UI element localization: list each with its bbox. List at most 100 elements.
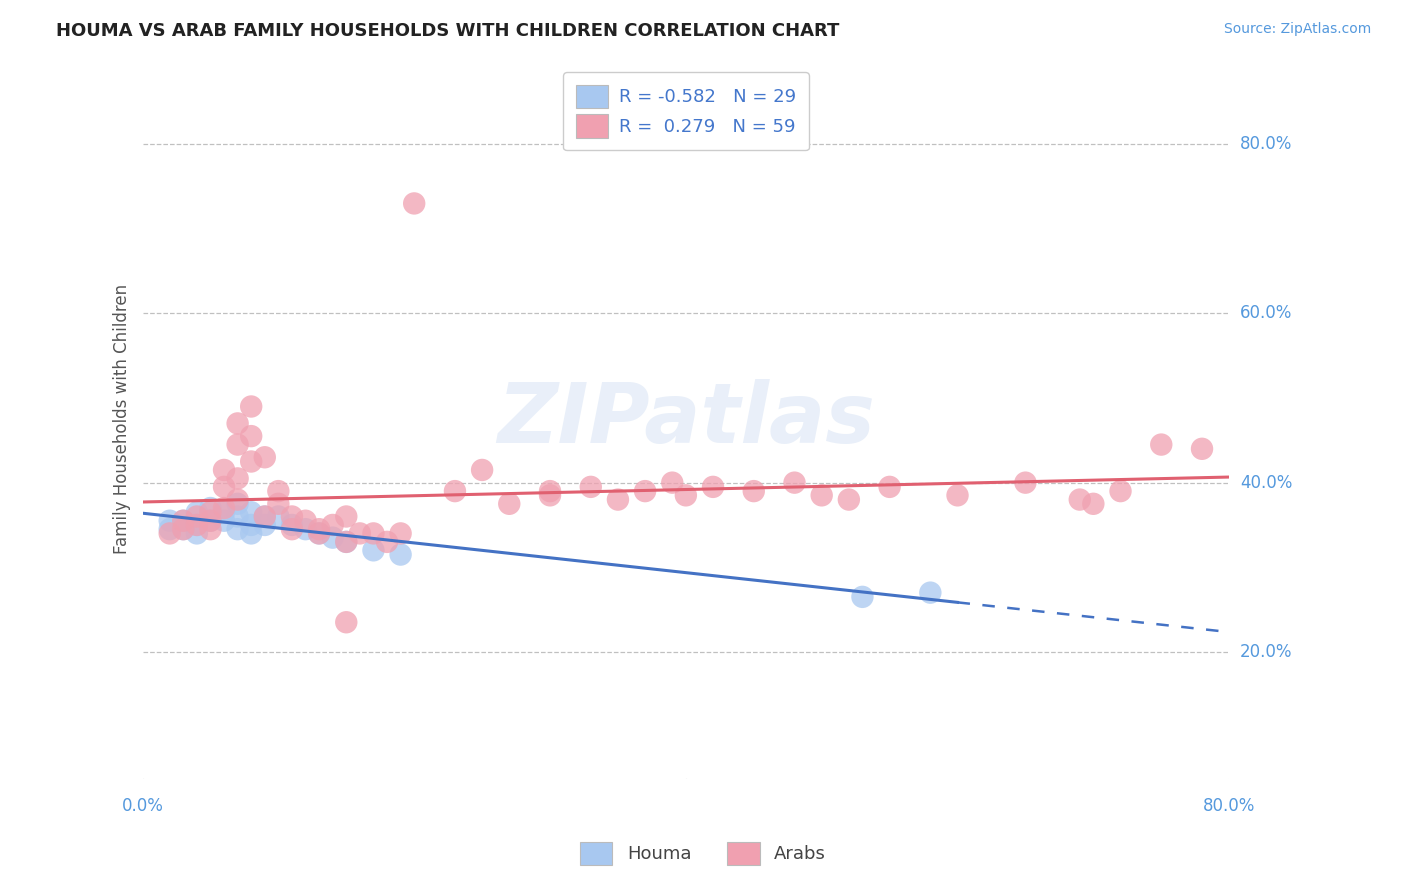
Point [335,534,357,549]
Point [226,509,249,524]
Point [200,505,222,519]
Point [1150,437,1173,451]
Point [253,450,276,465]
Point [226,417,249,431]
Point [294,514,316,528]
Point [335,615,357,630]
Point [226,437,249,451]
Y-axis label: Family Households with Children: Family Households with Children [114,285,131,554]
Point [281,509,304,524]
Point [159,522,181,536]
Point [607,492,630,507]
Text: Source: ZipAtlas.com: Source: ZipAtlas.com [1223,22,1371,37]
Point [363,543,385,558]
Point [634,484,657,499]
Point [1109,484,1132,499]
Point [375,534,398,549]
Point [253,509,276,524]
Text: 60.0%: 60.0% [1240,304,1292,322]
Point [200,514,222,528]
Point [186,518,208,533]
Point [172,514,194,528]
Point [226,522,249,536]
Point [322,518,344,533]
Point [186,505,208,519]
Point [879,480,901,494]
Point [404,196,426,211]
Point [186,526,208,541]
Point [200,514,222,528]
Point [240,518,263,533]
Point [226,471,249,485]
Point [294,522,316,536]
Point [212,480,235,494]
Point [389,526,412,541]
Point [159,514,181,528]
Legend: R = -0.582   N = 29, R =  0.279   N = 59: R = -0.582 N = 29, R = 0.279 N = 59 [562,72,808,150]
Point [1014,475,1036,490]
Point [471,463,494,477]
Point [308,526,330,541]
Point [267,509,290,524]
Point [538,488,561,502]
Point [267,484,290,499]
Point [702,480,724,494]
Point [212,514,235,528]
Point [1069,492,1091,507]
Point [159,526,181,541]
Point [172,522,194,536]
Text: ZIPatlas: ZIPatlas [496,379,875,459]
Point [335,534,357,549]
Point [240,505,263,519]
Point [240,526,263,541]
Point [253,518,276,533]
Point [444,484,467,499]
Point [1191,442,1213,456]
Point [661,475,683,490]
Point [742,484,765,499]
Point [281,522,304,536]
Point [675,488,697,502]
Text: 40.0%: 40.0% [1240,474,1292,491]
Point [349,526,371,541]
Point [186,509,208,524]
Text: HOUMA VS ARAB FAMILY HOUSEHOLDS WITH CHILDREN CORRELATION CHART: HOUMA VS ARAB FAMILY HOUSEHOLDS WITH CHI… [56,22,839,40]
Text: 80.0%: 80.0% [1204,797,1256,815]
Point [322,531,344,545]
Point [240,400,263,414]
Point [363,526,385,541]
Text: 0.0%: 0.0% [121,797,163,815]
Point [538,484,561,499]
Point [172,522,194,536]
Point [212,505,235,519]
Point [920,585,942,599]
Point [838,492,860,507]
Point [579,480,602,494]
Point [186,518,208,533]
Point [226,497,249,511]
Point [240,429,263,443]
Point [267,497,290,511]
Point [200,501,222,516]
Text: 20.0%: 20.0% [1240,643,1292,661]
Point [308,522,330,536]
Point [1083,497,1105,511]
Point [253,509,276,524]
Legend: Houma, Arabs: Houma, Arabs [571,833,835,874]
Point [946,488,969,502]
Point [200,522,222,536]
Point [851,590,873,604]
Point [212,501,235,516]
Point [389,548,412,562]
Point [810,488,832,502]
Point [498,497,520,511]
Point [281,518,304,533]
Point [226,492,249,507]
Text: 80.0%: 80.0% [1240,136,1292,153]
Point [308,526,330,541]
Point [212,463,235,477]
Point [172,514,194,528]
Point [783,475,806,490]
Point [240,454,263,468]
Point [335,509,357,524]
